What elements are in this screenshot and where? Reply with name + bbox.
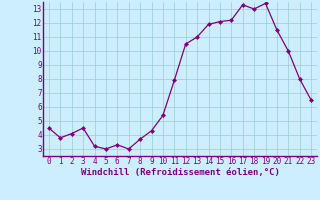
X-axis label: Windchill (Refroidissement éolien,°C): Windchill (Refroidissement éolien,°C) [81,168,279,177]
